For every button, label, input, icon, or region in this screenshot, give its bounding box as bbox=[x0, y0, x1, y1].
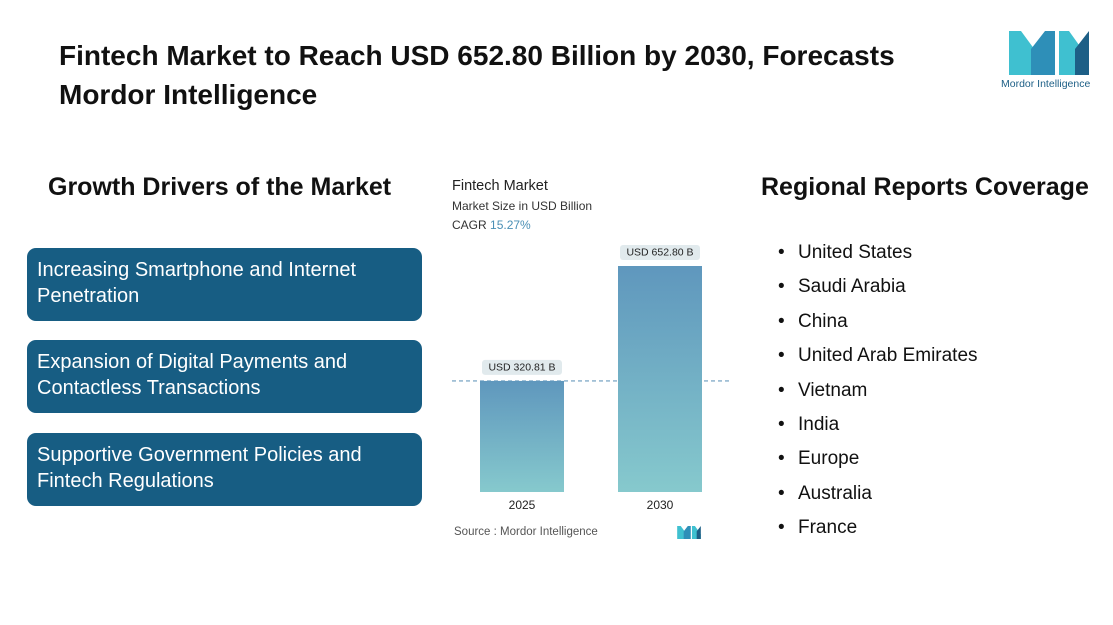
driver-item-label: Supportive Government Policies and Finte… bbox=[37, 444, 362, 492]
driver-item: Supportive Government Policies and Finte… bbox=[27, 433, 422, 506]
cagr-value: 15.27% bbox=[490, 218, 531, 232]
bar-2025 bbox=[480, 380, 564, 492]
region-label: Saudi Arabia bbox=[798, 276, 906, 298]
bullet-icon: • bbox=[778, 379, 785, 401]
region-item: • Saudi Arabia bbox=[778, 274, 978, 308]
chart-source: Source : Mordor Intelligence bbox=[454, 526, 598, 538]
logo-mark-icon bbox=[1009, 31, 1089, 75]
region-item: • United Arab Emirates bbox=[778, 343, 978, 377]
data-label: USD 320.81 B bbox=[488, 361, 555, 373]
bar-2030 bbox=[618, 266, 702, 492]
regions-heading: Regional Reports Coverage bbox=[761, 173, 1089, 201]
region-label: China bbox=[798, 310, 848, 332]
region-item: • China bbox=[778, 309, 978, 343]
driver-item: Expansion of Digital Payments and Contac… bbox=[27, 340, 422, 413]
data-label-bg bbox=[482, 359, 562, 375]
chart-cagr: CAGR 15.27% bbox=[452, 216, 592, 234]
region-label: Vietnam bbox=[798, 379, 868, 401]
region-label: France bbox=[798, 517, 858, 539]
mordor-intelligence-logo: Mordor Intelligence bbox=[1001, 31, 1097, 93]
data-label: USD 652.80 B bbox=[626, 247, 693, 259]
bullet-icon: • bbox=[778, 448, 785, 470]
chart-title: Fintech Market bbox=[452, 178, 548, 194]
region-item: • France bbox=[778, 515, 978, 549]
x-tick-label: 2030 bbox=[647, 498, 674, 512]
bullet-icon: • bbox=[778, 276, 785, 298]
bar-chart: USD 320.81 B 2025 USD 652.80 B 2030 bbox=[452, 245, 732, 512]
bullet-icon: • bbox=[778, 482, 785, 504]
bullet-icon: • bbox=[778, 413, 785, 435]
chart-subtitle: Market Size in USD Billion bbox=[452, 199, 593, 213]
source-logo-icon bbox=[677, 526, 701, 539]
chart-header: Fintech Market Market Size in USD Billio… bbox=[452, 176, 592, 234]
region-label: Australia bbox=[798, 482, 872, 504]
region-item: • United States bbox=[778, 240, 978, 274]
region-item: • India bbox=[778, 412, 978, 446]
cagr-label: CAGR bbox=[452, 218, 487, 232]
drivers-heading: Growth Drivers of the Market bbox=[48, 173, 392, 201]
bullet-icon: • bbox=[778, 517, 785, 539]
region-item: • Australia bbox=[778, 481, 978, 515]
page-title: Fintech Market to Reach USD 652.80 Billi… bbox=[59, 40, 895, 110]
data-label-bg bbox=[620, 245, 700, 260]
region-item: • Europe bbox=[778, 446, 978, 480]
logo-text: Mordor Intelligence bbox=[1001, 78, 1091, 90]
driver-item: Increasing Smartphone and Internet Penet… bbox=[27, 248, 422, 321]
region-label: United States bbox=[798, 242, 913, 263]
bullet-icon: • bbox=[778, 345, 785, 367]
x-tick-label: 2025 bbox=[509, 498, 536, 512]
region-item: • Vietnam bbox=[778, 378, 978, 412]
region-label: India bbox=[798, 413, 840, 435]
bullet-icon: • bbox=[778, 242, 785, 263]
bullet-icon: • bbox=[778, 310, 785, 332]
region-label: United Arab Emirates bbox=[798, 345, 978, 367]
regions-list: • United States • Saudi Arabia • China • Uni… bbox=[778, 240, 978, 550]
region-label: Europe bbox=[798, 448, 860, 470]
driver-item-label: Expansion of Digital Payments and Contac… bbox=[37, 351, 348, 399]
driver-item-label: Increasing Smartphone and Internet Penet… bbox=[37, 259, 357, 307]
